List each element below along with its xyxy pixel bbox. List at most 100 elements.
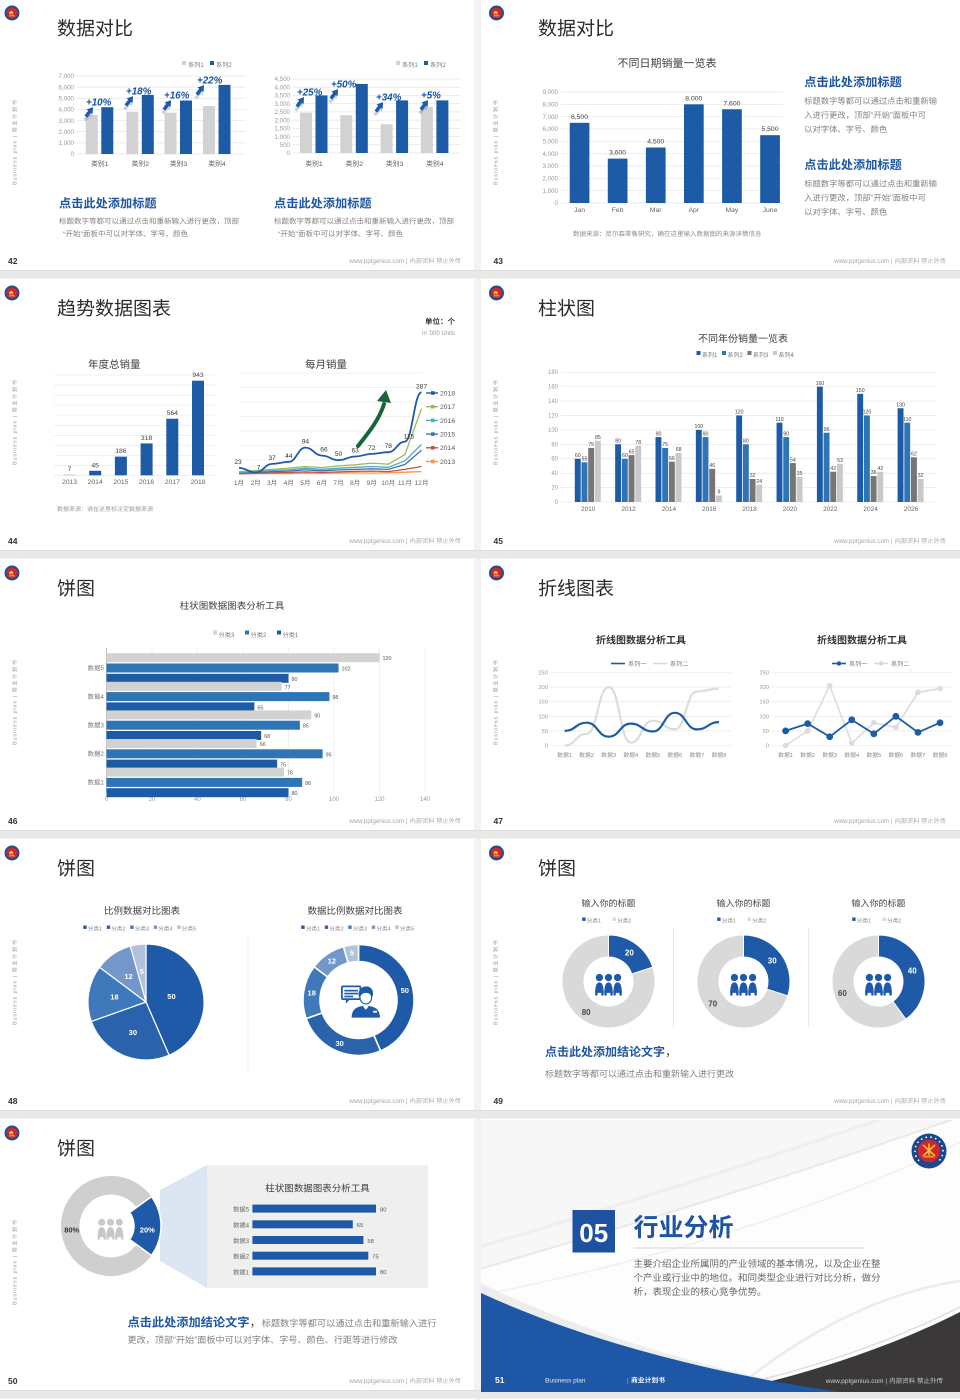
svg-text:1,000: 1,000	[543, 188, 559, 195]
svg-text:2015: 2015	[440, 432, 455, 439]
svg-text:150: 150	[538, 700, 548, 706]
svg-text:5: 5	[246, 1207, 250, 1214]
svg-text:18: 18	[110, 993, 118, 1002]
svg-text:7: 7	[922, 753, 925, 759]
svg-text:www.pptgenius.com |: www.pptgenius.com |	[833, 1098, 893, 1105]
svg-text:40: 40	[551, 471, 558, 477]
svg-text:+25%: +25%	[297, 88, 323, 99]
svg-text:60: 60	[622, 453, 628, 459]
svg-text:100: 100	[695, 424, 704, 430]
svg-text:100: 100	[538, 714, 548, 720]
svg-text:2022: 2022	[823, 506, 838, 513]
svg-text:2016: 2016	[139, 479, 154, 486]
svg-text:3: 3	[267, 480, 271, 487]
svg-text:60: 60	[240, 797, 247, 803]
svg-text:60: 60	[838, 989, 847, 998]
svg-text:100: 100	[759, 714, 769, 720]
svg-text:1: 1	[234, 480, 238, 487]
svg-text:Business plan |: Business plan |	[494, 975, 500, 1025]
svg-text:2: 2	[442, 62, 446, 69]
svg-text:1: 1	[246, 1269, 250, 1276]
svg-text:1: 1	[319, 161, 323, 168]
svg-text:”: ”	[890, 193, 893, 203]
svg-text:44: 44	[8, 536, 18, 546]
svg-text:3: 3	[146, 927, 149, 933]
svg-text:5: 5	[657, 753, 660, 759]
svg-text:85: 85	[595, 435, 601, 441]
svg-text:1: 1	[598, 919, 601, 925]
svg-text:2013: 2013	[440, 459, 455, 466]
svg-text:2: 2	[898, 919, 901, 925]
svg-text:6,000: 6,000	[543, 126, 559, 133]
svg-text:2,500: 2,500	[275, 109, 291, 116]
svg-text:24: 24	[756, 479, 762, 485]
svg-text:50: 50	[8, 1376, 18, 1386]
svg-text:3: 3	[613, 753, 616, 759]
svg-text:4: 4	[222, 161, 226, 168]
svg-text:5: 5	[878, 753, 881, 759]
svg-text:3: 3	[100, 722, 104, 729]
svg-text:30: 30	[335, 1039, 343, 1048]
svg-text:1: 1	[868, 919, 871, 925]
svg-text:+50%: +50%	[331, 80, 357, 91]
svg-text:62: 62	[911, 451, 917, 457]
svg-text:8: 8	[944, 753, 947, 759]
svg-text:“: “	[871, 110, 874, 120]
svg-text:0: 0	[287, 150, 291, 157]
svg-text:4: 4	[635, 753, 639, 759]
svg-text:32: 32	[750, 473, 756, 479]
svg-text:8,000: 8,000	[543, 102, 559, 109]
svg-text:2: 2	[359, 161, 363, 168]
svg-text:+10%: +10%	[86, 98, 112, 109]
svg-text:23: 23	[234, 459, 242, 466]
svg-text:3: 3	[246, 1238, 250, 1245]
svg-text:115: 115	[404, 434, 415, 441]
svg-text:0: 0	[766, 744, 769, 750]
svg-text:37: 37	[269, 455, 277, 462]
svg-text:5: 5	[350, 949, 354, 958]
svg-text:“: “	[871, 193, 874, 203]
svg-text:42: 42	[877, 466, 883, 472]
svg-text:80: 80	[292, 791, 298, 797]
svg-text:1: 1	[714, 353, 718, 359]
svg-text:2018: 2018	[440, 390, 455, 397]
svg-text:2018: 2018	[190, 479, 205, 486]
svg-text:4,500: 4,500	[647, 139, 664, 146]
svg-text:7,000: 7,000	[543, 114, 559, 121]
svg-text:7: 7	[701, 753, 704, 759]
svg-text:0: 0	[555, 500, 559, 506]
svg-text:130: 130	[896, 402, 905, 408]
svg-text:1: 1	[295, 632, 299, 639]
svg-text:2: 2	[263, 632, 267, 639]
svg-text:47: 47	[494, 816, 504, 826]
svg-text:80: 80	[551, 442, 558, 448]
svg-text:500: 500	[280, 142, 291, 149]
svg-text:94: 94	[302, 439, 310, 446]
svg-text:120: 120	[548, 413, 559, 419]
svg-text:318: 318	[141, 435, 153, 442]
svg-text:120: 120	[374, 797, 385, 803]
svg-text:45: 45	[91, 462, 99, 469]
svg-text:11: 11	[398, 480, 405, 487]
svg-text:78: 78	[287, 771, 293, 777]
svg-text:Apr: Apr	[689, 207, 700, 214]
svg-text:www.pptgenius.com |: www.pptgenius.com |	[348, 1098, 408, 1105]
svg-text:120: 120	[735, 410, 744, 416]
svg-text:2: 2	[145, 161, 149, 168]
svg-text:12: 12	[415, 480, 423, 487]
svg-text:63: 63	[351, 447, 359, 454]
svg-text:2015: 2015	[113, 479, 128, 486]
svg-text:9: 9	[367, 480, 371, 487]
svg-text:6: 6	[679, 753, 682, 759]
svg-text:2: 2	[763, 919, 766, 925]
svg-text:|: |	[627, 1378, 629, 1385]
svg-text:80: 80	[380, 1270, 386, 1276]
svg-text:4: 4	[856, 753, 860, 759]
svg-text:2014: 2014	[88, 479, 103, 486]
svg-text:50: 50	[335, 451, 343, 458]
svg-text:80: 80	[380, 1207, 386, 1213]
svg-text:200: 200	[538, 685, 548, 691]
svg-text:46: 46	[709, 463, 715, 469]
svg-text:90: 90	[783, 431, 789, 437]
svg-text:June: June	[763, 207, 778, 214]
